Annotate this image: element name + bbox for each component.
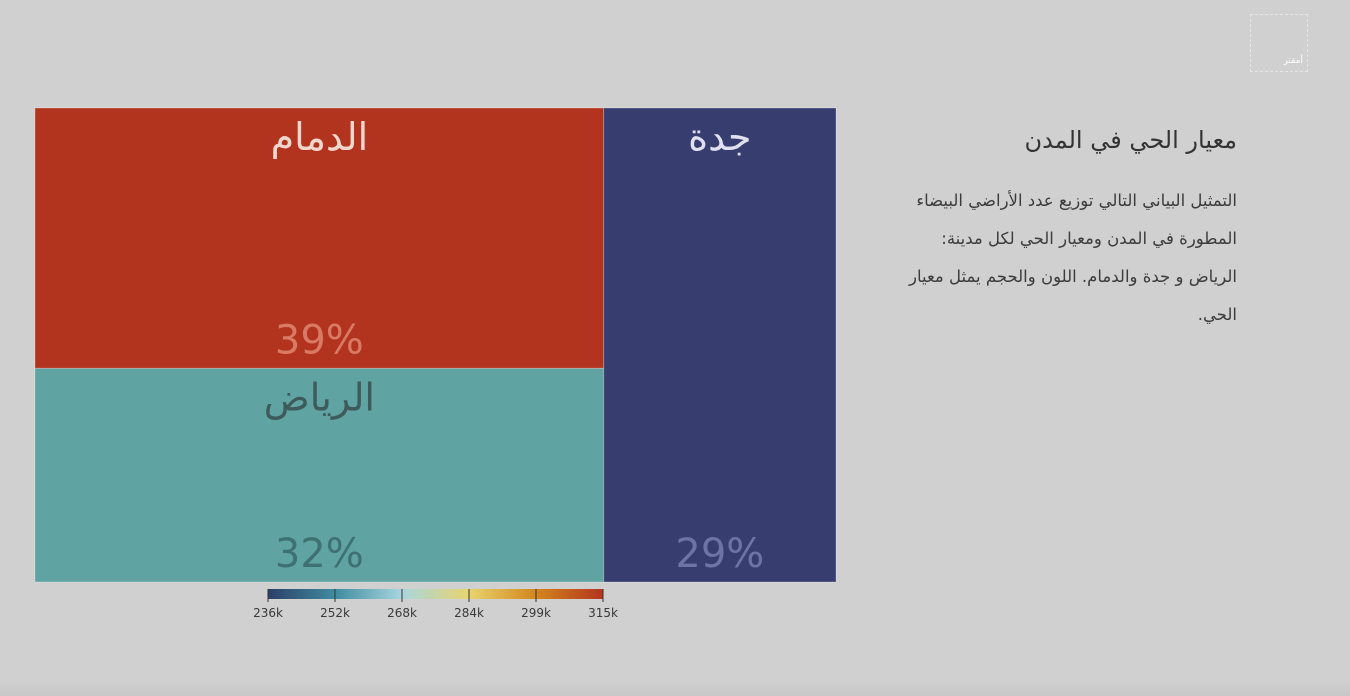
tile-3-rect: [603, 107, 837, 583]
legend-gradient-bar: [268, 589, 603, 599]
tile-2-rect: [34, 367, 605, 583]
tile-3-name-label: جدة: [688, 115, 751, 159]
description-panel: معيار الحي في المدن التمثيل البياني التا…: [905, 120, 1237, 334]
panel-description: التمثيل البياني التالي توزيع عدد الأراضي…: [909, 191, 1237, 324]
tile-2-percent-label: 32%: [275, 531, 364, 577]
legend-tick-label: 252k: [320, 606, 350, 620]
tile-1-percent-label: 39%: [275, 317, 364, 363]
legend-tick-label: 268k: [387, 606, 417, 620]
legend-tick-label: 299k: [521, 606, 551, 620]
legend-tick-label: 284k: [454, 606, 484, 620]
legend-tick-label: 315k: [588, 606, 618, 620]
legend-tick-label: 236k: [253, 606, 283, 620]
logo-placeholder: أمقتر: [1250, 14, 1308, 72]
panel-title: معيار الحي في المدن: [1024, 126, 1238, 154]
tile-1-rect: [34, 107, 605, 369]
treemap-chart: الدمام 39% الرياض 32% جدة 29% 236k 252k 268k 284…: [34, 107, 837, 620]
color-legend: 236k 252k 268k 284k 299k 315k: [253, 589, 618, 620]
bottom-edge: [0, 678, 1350, 696]
tile-2-name-label: الرياض: [264, 375, 375, 420]
logo-text: أمقتر: [1283, 56, 1303, 66]
tile-3-percent-label: 29%: [675, 531, 764, 577]
treemap-tiles: الدمام 39% الرياض 32% جدة 29%: [34, 107, 837, 583]
tile-1-name-label: الدمام: [271, 115, 369, 159]
